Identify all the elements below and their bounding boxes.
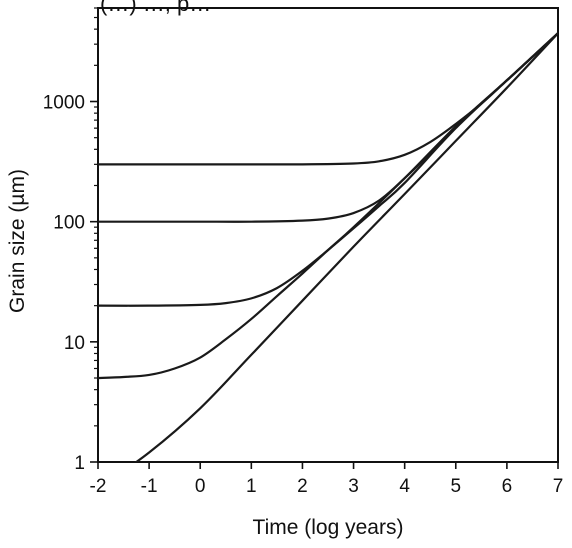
x-tick-label: 4 xyxy=(399,476,410,497)
x-tick-label: 0 xyxy=(195,476,206,497)
y-tick-label: 100 xyxy=(53,213,85,234)
partial-title: (…) …, p… xyxy=(100,0,211,16)
x-tick-label: 1 xyxy=(246,476,257,497)
series-line-3 xyxy=(98,32,558,223)
x-tick-label: 2 xyxy=(297,476,308,497)
y-axis-label: Grain size (µm) xyxy=(6,169,29,313)
x-tick-label: -2 xyxy=(90,476,107,497)
series-line-0 xyxy=(134,32,558,462)
x-tick-label: 7 xyxy=(553,476,564,497)
x-tick-label: -1 xyxy=(141,476,158,497)
y-tick-label: 1000 xyxy=(43,93,85,114)
y-tick-label: 10 xyxy=(64,333,85,354)
plot-area-frame xyxy=(97,7,559,463)
x-axis-label: Time (log years) xyxy=(253,516,404,539)
series-line-1 xyxy=(98,32,558,380)
y-tick-label: 1 xyxy=(74,453,85,474)
series-line-4 xyxy=(98,32,558,166)
x-tick-label: 6 xyxy=(502,476,513,497)
x-tick-label: 5 xyxy=(450,476,461,497)
x-tick-label: 3 xyxy=(348,476,359,497)
series-line-2 xyxy=(98,32,558,307)
